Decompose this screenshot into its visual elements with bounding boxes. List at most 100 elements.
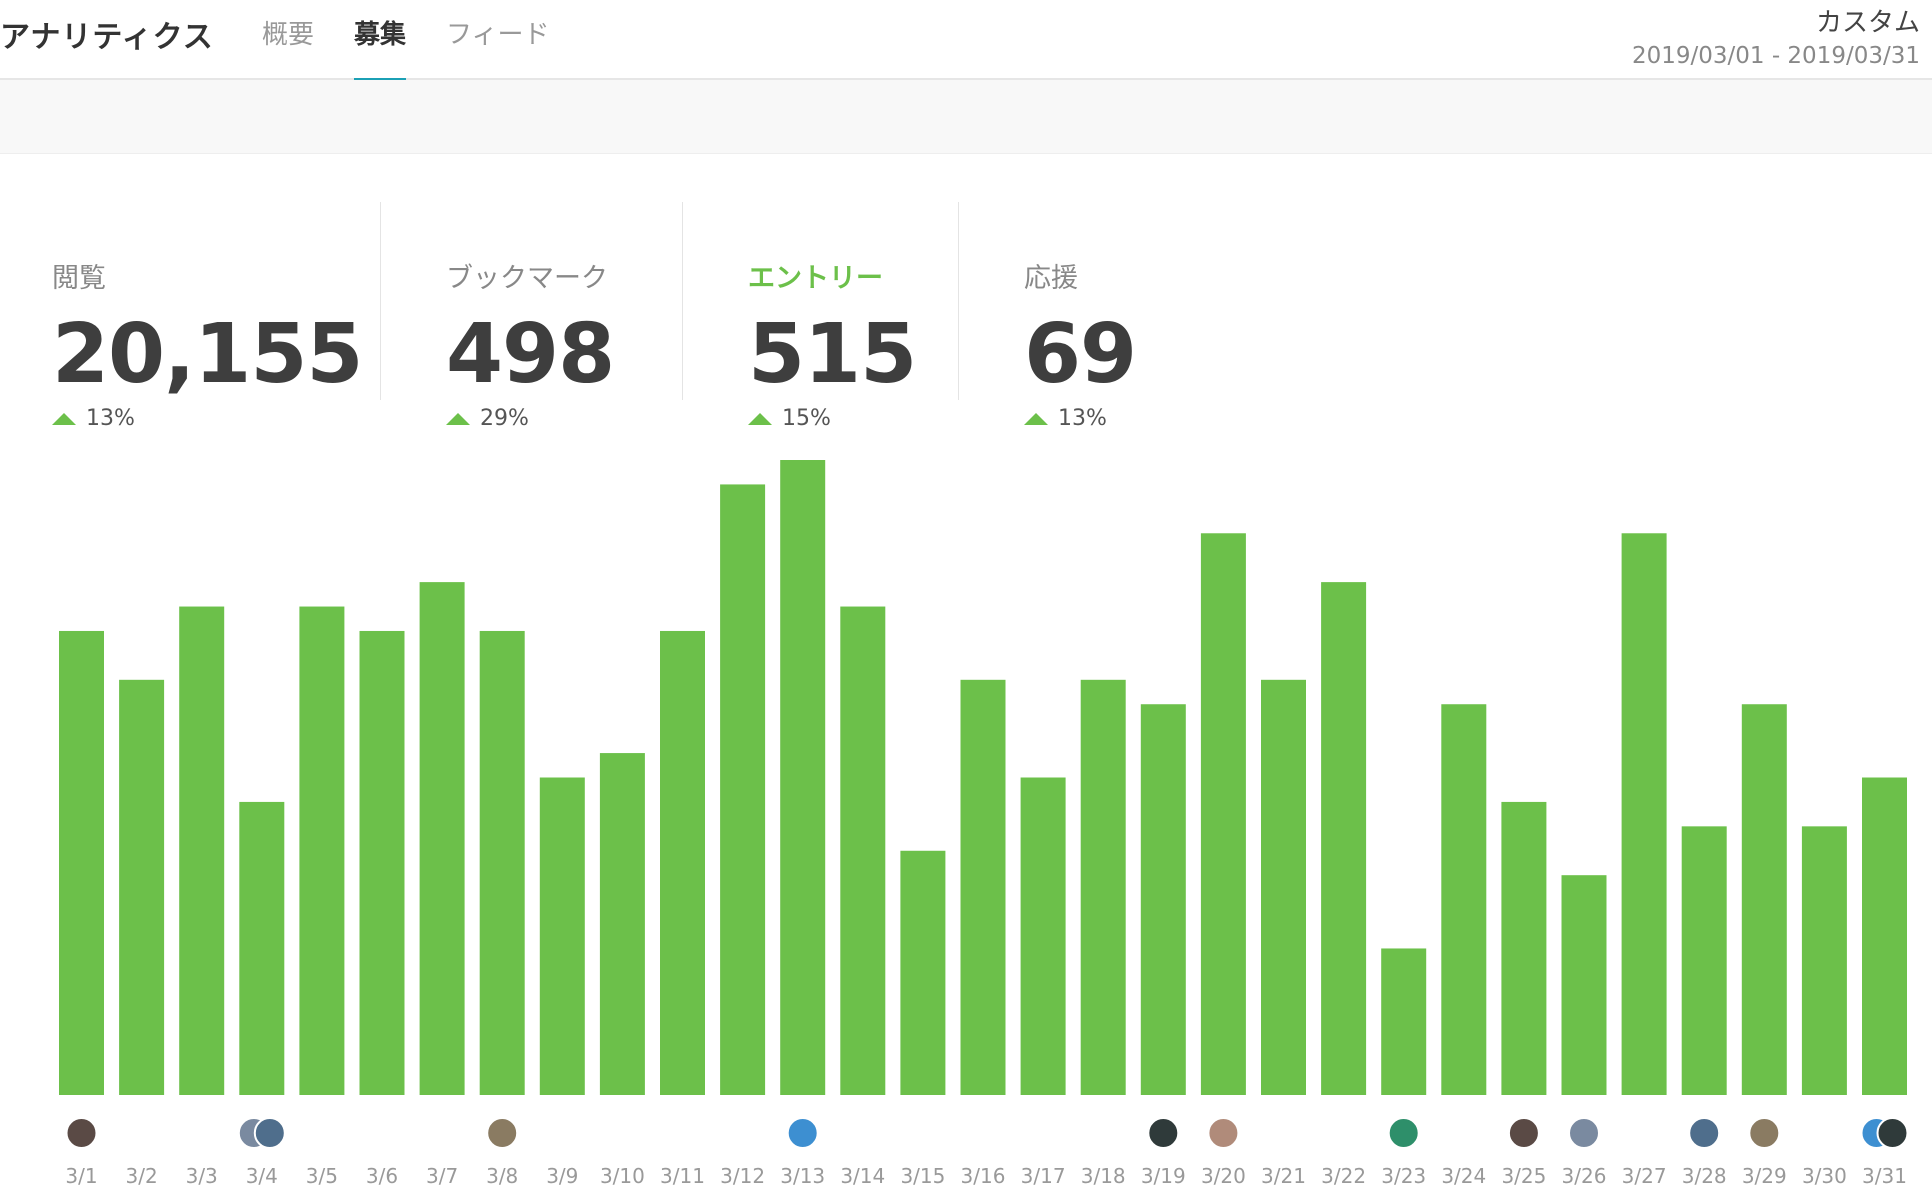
period-range: 2019/03/01 - 2019/03/31 — [1631, 43, 1920, 69]
x-tick-label: 3/27 — [1622, 1164, 1667, 1188]
bar-17[interactable] — [1020, 777, 1066, 1096]
period-selector[interactable]: カスタム 2019/03/01 - 2019/03/31 — [1632, 0, 1920, 69]
avatar[interactable] — [486, 1117, 519, 1149]
triangle-up-icon — [1024, 412, 1048, 425]
x-tick-label: 3/30 — [1802, 1164, 1847, 1188]
bar-29[interactable] — [1741, 704, 1787, 1095]
stat-change: 13% — [1024, 406, 1107, 431]
avatar[interactable] — [1507, 1117, 1540, 1149]
bar-11[interactable] — [660, 630, 705, 1095]
x-tick-label: 3/6 — [366, 1164, 398, 1188]
x-tick-label: 3/5 — [306, 1164, 338, 1188]
x-tick-label: 3/17 — [1021, 1164, 1066, 1188]
bar-6[interactable] — [359, 630, 405, 1095]
x-tick-label: 3/23 — [1381, 1164, 1426, 1188]
filter-band — [0, 80, 1932, 154]
x-tick-label: 3/25 — [1501, 1164, 1546, 1188]
x-tick-label: 3/22 — [1321, 1164, 1366, 1188]
x-tick-label: 3/12 — [720, 1164, 765, 1188]
bar-8[interactable] — [479, 630, 525, 1095]
tab-feed[interactable]: フィード — [446, 20, 550, 50]
bar-5[interactable] — [299, 606, 345, 1095]
stat-value: 20,155 — [52, 307, 363, 402]
x-tick-label: 3/29 — [1742, 1164, 1787, 1188]
bar-1[interactable] — [59, 630, 104, 1095]
triangle-up-icon — [446, 412, 470, 425]
bar-12[interactable] — [720, 484, 766, 1095]
bar-13[interactable] — [780, 460, 826, 1095]
stat-divider — [682, 202, 683, 400]
app-header: アナリティクス 概要 募集 フィード カスタム 2019/03/01 - 201… — [0, 0, 1932, 82]
tab-bar: 概要 募集 フィード — [262, 0, 590, 82]
bar-25[interactable] — [1501, 801, 1547, 1095]
x-tick-label: 3/11 — [660, 1164, 705, 1188]
stat-change-value: 29% — [480, 406, 529, 431]
x-tick-label: 3/3 — [186, 1164, 218, 1188]
bar-7[interactable] — [419, 582, 465, 1095]
triangle-up-icon — [748, 412, 772, 425]
x-tick-label: 3/14 — [840, 1164, 885, 1188]
bar-4[interactable] — [239, 801, 285, 1095]
bar-14[interactable] — [840, 606, 886, 1095]
stat-divider — [958, 202, 959, 400]
stat-label: 応援 — [1024, 263, 1078, 294]
x-tick-label: 3/28 — [1682, 1164, 1727, 1188]
avatar[interactable] — [253, 1117, 286, 1149]
period-label[interactable]: カスタム — [1815, 8, 1920, 38]
tab-recruitment[interactable]: 募集 — [354, 0, 407, 82]
stat-change-value: 13% — [1058, 406, 1107, 431]
triangle-up-icon — [52, 412, 76, 425]
x-tick-label: 3/31 — [1862, 1164, 1907, 1188]
bar-27[interactable] — [1621, 533, 1667, 1095]
bar-31[interactable] — [1862, 777, 1907, 1096]
bar-21[interactable] — [1261, 679, 1306, 1095]
stat-value: 498 — [446, 307, 615, 402]
x-tick-label: 3/18 — [1081, 1164, 1126, 1188]
avatar[interactable] — [1207, 1117, 1240, 1149]
bar-3[interactable] — [179, 606, 225, 1095]
bar-16[interactable] — [960, 679, 1006, 1095]
x-tick-label: 3/16 — [961, 1164, 1006, 1188]
bar-24[interactable] — [1441, 704, 1487, 1095]
stat-change: 13% — [52, 406, 135, 431]
avatar[interactable] — [1876, 1117, 1909, 1149]
x-tick-label: 3/2 — [126, 1164, 158, 1188]
bar-22[interactable] — [1321, 582, 1367, 1095]
avatar[interactable] — [1147, 1117, 1180, 1149]
x-tick-label: 3/21 — [1261, 1164, 1306, 1188]
x-tick-label: 3/1 — [65, 1164, 97, 1188]
avatar[interactable] — [1387, 1117, 1420, 1149]
bar-2[interactable] — [119, 679, 165, 1095]
entries-bar-chart: 3/1 3/2 3/3 3/4 3/5 3/6 3/7 3/8 3/9 3/10 3/11 3/12 3… — [59, 460, 1909, 1188]
tab-overview[interactable]: 概要 — [262, 20, 315, 50]
bar-23[interactable] — [1381, 948, 1427, 1095]
stat-change-value: 15% — [782, 406, 831, 431]
stat-label: エントリー — [748, 263, 883, 294]
avatar[interactable] — [1688, 1117, 1721, 1149]
stat-label: 閲覧 — [52, 263, 106, 294]
x-tick-label: 3/15 — [900, 1164, 945, 1188]
bar-30[interactable] — [1801, 826, 1847, 1095]
bar-10[interactable] — [599, 753, 645, 1095]
x-tick-label: 3/10 — [600, 1164, 645, 1188]
app-title: アナリティクス — [0, 20, 214, 55]
x-tick-label: 3/26 — [1562, 1164, 1607, 1188]
avatar[interactable] — [65, 1117, 98, 1149]
bar-15[interactable] — [900, 850, 946, 1095]
avatar[interactable] — [786, 1117, 819, 1149]
bar-9[interactable] — [539, 777, 585, 1096]
stat-divider — [380, 202, 381, 400]
x-tick-label: 3/8 — [486, 1164, 518, 1188]
stat-change: 15% — [748, 406, 831, 431]
bar-18[interactable] — [1080, 679, 1126, 1095]
bar-19[interactable] — [1140, 704, 1186, 1095]
stat-value: 69 — [1024, 307, 1137, 402]
bar-28[interactable] — [1681, 826, 1727, 1095]
avatar[interactable] — [1568, 1117, 1600, 1149]
bar-26[interactable] — [1561, 875, 1607, 1095]
bar-20[interactable] — [1200, 533, 1246, 1095]
x-tick-label: 3/20 — [1201, 1164, 1246, 1188]
avatar[interactable] — [1748, 1117, 1781, 1149]
stat-change: 29% — [446, 406, 529, 431]
stat-value: 515 — [748, 307, 917, 402]
